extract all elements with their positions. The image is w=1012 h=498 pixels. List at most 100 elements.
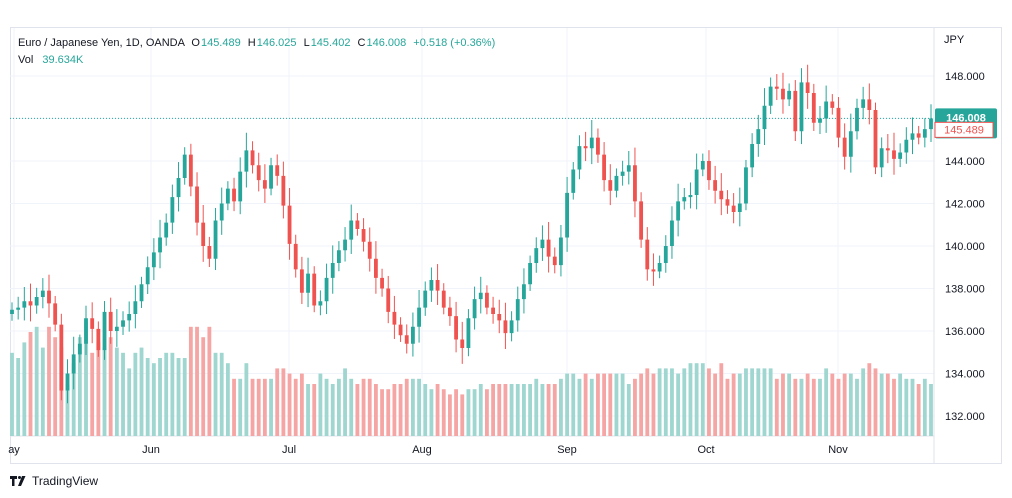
volume-bar — [565, 373, 570, 436]
candle-body — [583, 146, 588, 149]
open-price-badge — [934, 121, 994, 138]
candle-body — [164, 222, 169, 238]
volume-bar — [848, 373, 853, 436]
candle-body — [744, 167, 748, 204]
volume-bar — [182, 358, 187, 436]
candle-body — [472, 299, 477, 319]
volume-bar — [515, 384, 520, 436]
low-value: 145.402 — [310, 37, 351, 49]
volume-bar — [824, 368, 829, 436]
candle-body — [602, 154, 607, 181]
volume-bar — [164, 352, 169, 436]
volume-bar — [910, 378, 915, 436]
open-value: 145.489 — [200, 37, 241, 49]
volume-bar — [472, 389, 477, 436]
symbol-title[interactable]: Euro / Japanese Yen, 1D, OANDA — [18, 37, 185, 49]
candle-body — [213, 220, 218, 259]
candle-body — [497, 314, 502, 321]
volume-bar — [213, 352, 218, 436]
volume-bar — [318, 373, 323, 436]
candle-body — [546, 239, 551, 257]
tradingview-footer[interactable]: TradingView — [10, 472, 98, 490]
candle-body — [478, 292, 483, 300]
volume-bar — [454, 389, 458, 436]
candle-body — [84, 318, 88, 344]
volume-bar — [404, 378, 409, 436]
volume-bar — [195, 326, 199, 436]
candle-body — [373, 258, 378, 278]
volume-bar — [892, 378, 896, 436]
candle-body — [306, 273, 310, 293]
candle-body — [127, 314, 132, 321]
volume-bar — [373, 384, 378, 436]
candle-body — [318, 301, 323, 306]
candle-body — [651, 269, 656, 272]
candle-body — [225, 188, 230, 204]
candle-body — [448, 307, 452, 317]
volume-bar — [485, 389, 489, 436]
candle-body — [774, 86, 779, 89]
volume-bar — [491, 384, 495, 436]
volume-row: Vol 39.634K — [18, 52, 495, 69]
candle-body — [559, 237, 563, 266]
candle-body — [16, 307, 21, 310]
volume-label[interactable]: Vol — [18, 54, 34, 66]
candle-body — [811, 93, 816, 123]
candle-body — [410, 326, 415, 344]
candle-body — [515, 299, 520, 321]
candle-body — [349, 220, 354, 240]
ohlc-row: Euro / Japanese Yen, 1D, OANDA O145.489 … — [18, 35, 495, 52]
candle-body — [861, 99, 866, 108]
volume-bar — [700, 363, 705, 436]
volume-bar — [441, 389, 446, 436]
candle-body — [855, 107, 859, 132]
tradingview-logo-icon — [10, 476, 26, 486]
volume-value: 39.634K — [42, 54, 84, 66]
candle-body — [343, 239, 347, 251]
candle-body — [540, 239, 545, 249]
volume-bar — [842, 373, 847, 436]
volume-bar — [744, 368, 748, 436]
candle-body — [40, 290, 45, 297]
volume-bar — [645, 368, 650, 436]
volume-bar — [429, 389, 434, 436]
volume-bar — [121, 352, 125, 436]
volume-bar — [497, 384, 502, 436]
candle-body — [170, 197, 175, 223]
candle-body — [312, 273, 317, 306]
x-tick-label: ay — [8, 444, 20, 456]
volume-bar — [176, 358, 181, 436]
candle-body — [571, 169, 576, 193]
candle-body — [768, 86, 773, 106]
candle-body — [639, 201, 644, 240]
candle-body — [59, 324, 64, 391]
candle-body — [34, 297, 39, 306]
volume-bar — [423, 384, 428, 436]
volume-bar — [262, 378, 267, 436]
volume-bar — [244, 363, 249, 436]
volume-bar — [90, 352, 95, 436]
candle-body — [713, 180, 718, 191]
volume-bar — [71, 363, 76, 436]
volume-bar — [355, 384, 360, 436]
candle-body — [898, 152, 903, 159]
volume-bar — [34, 326, 39, 436]
volume-bar — [879, 373, 884, 436]
volume-bar — [10, 352, 14, 436]
candle-body — [929, 118, 933, 130]
candle-body — [336, 250, 341, 263]
volume-bar — [811, 378, 816, 436]
volume-bar — [836, 378, 841, 436]
volume-bar — [47, 326, 51, 436]
candle-body — [589, 137, 594, 149]
volume-bar — [410, 378, 415, 436]
volume-bar — [762, 368, 767, 436]
candle-body — [324, 277, 329, 302]
volume-bar — [509, 384, 514, 436]
volume-bar — [417, 378, 421, 436]
volume-bar — [349, 378, 354, 436]
volume-bar — [830, 373, 835, 436]
candle-body — [262, 180, 267, 189]
candle-body — [750, 144, 755, 168]
